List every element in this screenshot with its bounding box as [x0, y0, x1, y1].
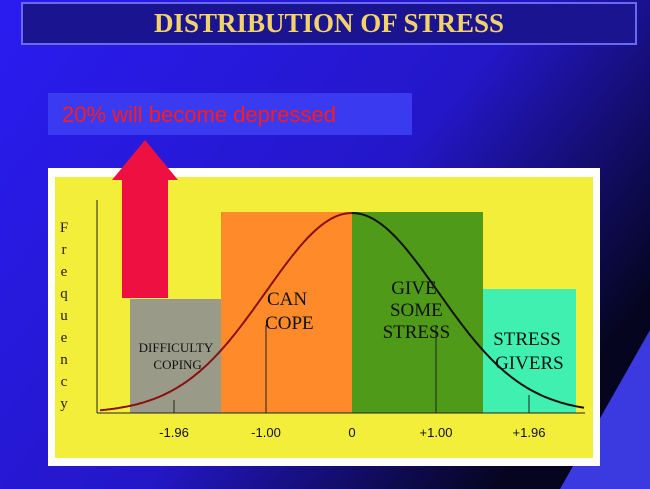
x-tick-label: -1.00 [251, 425, 281, 440]
x-tick-label: 0 [348, 425, 355, 440]
region-label: STRESS GIVERS [490, 329, 563, 374]
axes [96, 200, 585, 414]
x-tick-label: +1.00 [420, 425, 453, 440]
bell-curve [99, 212, 585, 412]
title-bar [21, 2, 637, 45]
curve-left [99, 212, 353, 412]
x-tick-label: -1.96 [159, 425, 189, 440]
x-tick-label: +1.96 [513, 425, 546, 440]
region-label: GIVE SOME STRESS [378, 278, 450, 343]
title: DISTRIBUTION OF STRESS [154, 8, 504, 38]
region-label: DIFFICULTY COPING [139, 340, 214, 372]
curve-right [351, 212, 585, 409]
region-label: CAN COPE [260, 289, 313, 334]
callout-text: 20% will become depressed [62, 102, 336, 127]
region-box [352, 212, 483, 413]
arrow-up [112, 140, 178, 298]
region-box [130, 299, 221, 413]
x-tick-labels: -1.96 -1.00 0 +1.00 +1.96 [159, 425, 545, 440]
region-box [221, 212, 352, 413]
callout-box [48, 93, 412, 135]
region-box [483, 289, 576, 413]
